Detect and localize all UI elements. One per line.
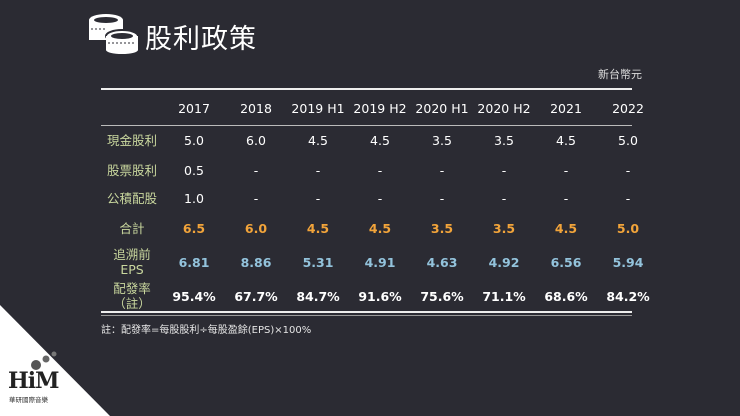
table-header-rule xyxy=(101,125,632,126)
table-cell: 6.5 xyxy=(182,221,206,236)
column-header: 2020 H2 xyxy=(477,101,531,116)
table-cell: 84.7% xyxy=(296,289,340,304)
table-cell: 6.0 xyxy=(244,221,268,236)
table-cell: - xyxy=(253,163,259,178)
table-cell: 68.6% xyxy=(544,289,588,304)
table-cell: - xyxy=(501,163,507,178)
table-cell: 4.91 xyxy=(364,255,396,270)
table-cell: - xyxy=(315,191,321,206)
table-top-rule xyxy=(101,88,632,90)
table-cell: - xyxy=(315,163,321,178)
coins-icon xyxy=(89,14,139,54)
table-cell: 3.5 xyxy=(430,221,454,236)
table-cell: - xyxy=(253,191,259,206)
table-cell: 4.63 xyxy=(426,255,458,270)
table-cell: - xyxy=(563,163,569,178)
table-cell: 5.31 xyxy=(302,255,334,270)
column-header: 2018 xyxy=(240,101,272,116)
row-label: 追溯前 xyxy=(113,247,151,262)
table-bottom-rule xyxy=(101,311,632,313)
row-label: 現金股利 xyxy=(106,133,157,148)
row-label: EPS xyxy=(120,262,144,277)
table-cell: 5.0 xyxy=(618,133,638,148)
table-cell: 67.7% xyxy=(234,289,278,304)
table-cell: 6.56 xyxy=(550,255,582,270)
table-cell: 84.2% xyxy=(606,289,650,304)
table-cell: 4.5 xyxy=(308,133,328,148)
logo: HiM xyxy=(8,368,59,394)
table-cell: 5.94 xyxy=(612,255,644,270)
table-cell: 3.5 xyxy=(432,133,452,148)
table-cell: - xyxy=(563,191,569,206)
table-cell: 5.0 xyxy=(616,221,640,236)
column-header: 2019 H2 xyxy=(353,101,407,116)
table-cell: - xyxy=(501,191,507,206)
column-header: 2017 xyxy=(178,101,210,116)
footnote: 註：配發率=每股股利÷每股盈餘(EPS)×100% xyxy=(101,325,312,336)
table-cell: - xyxy=(625,163,631,178)
table-bottom-rule-2 xyxy=(101,315,632,316)
table-cell: 4.5 xyxy=(556,133,576,148)
table-cell: 6.0 xyxy=(246,133,266,148)
table-cell: 95.4% xyxy=(172,289,216,304)
page-title: 股利政策 xyxy=(145,24,257,55)
table-cell: 91.6% xyxy=(358,289,402,304)
logo-dots xyxy=(31,351,57,370)
row-label: 配發率 xyxy=(113,281,151,296)
row-label: （註） xyxy=(113,296,151,311)
table-cell: - xyxy=(439,163,445,178)
column-header: 2020 H1 xyxy=(415,101,469,116)
table-cell: 8.86 xyxy=(240,255,272,270)
table-cell: 1.0 xyxy=(184,191,204,206)
column-header: 2022 xyxy=(612,101,644,116)
row-label: 公積配股 xyxy=(106,191,157,206)
table-cell: 71.1% xyxy=(482,289,526,304)
table-cell: 0.5 xyxy=(184,163,204,178)
table-cell: 4.5 xyxy=(370,133,390,148)
table-cell: - xyxy=(439,191,445,206)
table-cell: 4.92 xyxy=(488,255,520,270)
row-label: 合計 xyxy=(119,221,145,236)
table-cell: 75.6% xyxy=(420,289,464,304)
table-cell: 5.0 xyxy=(184,133,204,148)
column-header: 2021 xyxy=(550,101,582,116)
table-cell: 6.81 xyxy=(178,255,210,270)
table-cell: 4.5 xyxy=(306,221,330,236)
table-cell: 3.5 xyxy=(492,221,516,236)
logo-subtitle: 華研國際音樂 xyxy=(9,396,48,404)
table-cell: 4.5 xyxy=(368,221,392,236)
table-cell: - xyxy=(377,191,383,206)
currency-unit: 新台幣元 xyxy=(598,68,642,81)
table-cell: 4.5 xyxy=(554,221,578,236)
column-header: 2019 H1 xyxy=(291,101,345,116)
table-cell: - xyxy=(377,163,383,178)
row-label: 股票股利 xyxy=(106,163,157,178)
table-cell: 3.5 xyxy=(494,133,514,148)
table-cell: - xyxy=(625,191,631,206)
